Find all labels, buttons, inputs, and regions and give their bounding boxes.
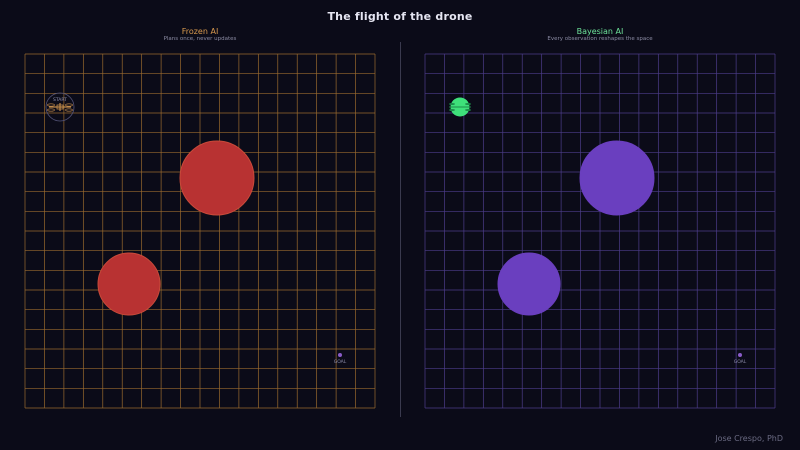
goal-label: GOAL: [734, 359, 747, 365]
author-credit: Jose Crespo, PhD: [715, 434, 783, 443]
goal-dot: [338, 353, 342, 357]
bayesian-ai-subtitle: Every observation reshapes the space: [547, 36, 653, 42]
frozen-grid: [24, 53, 376, 409]
bayesian-grid: [424, 53, 776, 409]
start-marker: START: [45, 92, 75, 122]
obstacle-large: [579, 140, 655, 216]
bayesian-ai-title: Bayesian AI: [576, 27, 624, 36]
drone-icon: [47, 103, 73, 112]
panel-divider: [400, 42, 401, 417]
drone-icon: [449, 97, 471, 117]
start-marker: START: [449, 97, 471, 117]
obstacle-small: [497, 252, 561, 316]
start-label: START: [53, 97, 67, 103]
main-title: The flight of the drone: [327, 10, 473, 23]
frozen-ai-map: START GOAL: [24, 53, 376, 409]
start-ring: [45, 92, 75, 122]
bayesian-ai-map: START GOAL: [424, 53, 776, 409]
goal-dot: [738, 353, 742, 357]
frozen-ai-subtitle: Plans once, never updates: [163, 36, 237, 42]
obstacle-small: [97, 252, 161, 316]
obstacle-large: [179, 140, 255, 216]
frozen-ai-title: Frozen AI: [181, 27, 219, 36]
goal-label: GOAL: [334, 359, 347, 365]
goal-marker: GOAL: [334, 353, 347, 365]
goal-marker: GOAL: [734, 353, 747, 365]
